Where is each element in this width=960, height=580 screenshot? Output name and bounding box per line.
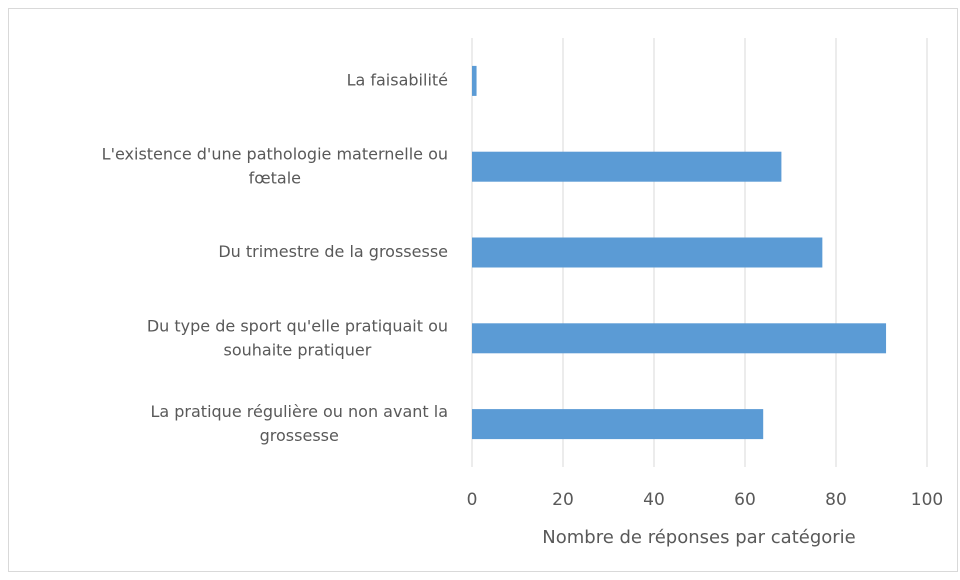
bar (472, 237, 823, 268)
y-tick-label: Du type de sport qu'elle pratiquait ou so… (147, 316, 448, 359)
y-tick-label: L'existence d'une pathologie maternelle … (102, 144, 448, 187)
x-tick-label: 60 (734, 490, 756, 510)
x-tick-label: 20 (552, 490, 574, 510)
y-tick-label: Du trimestre de la grossesse (218, 242, 448, 261)
y-tick-label: La faisabilité (347, 70, 448, 89)
bar (472, 323, 887, 354)
bar (472, 151, 782, 182)
y-tick-label: La pratique régulière ou non avant la gro… (150, 402, 448, 445)
bar (472, 409, 764, 440)
bar (472, 65, 477, 96)
x-tick-label: 0 (467, 490, 478, 510)
x-axis-label: Nombre de réponses par catégorie (542, 527, 856, 548)
x-tick-label: 40 (643, 490, 665, 510)
chart-border (8, 8, 958, 572)
x-tick-label: 80 (825, 490, 847, 510)
x-tick-label: 100 (911, 490, 943, 510)
